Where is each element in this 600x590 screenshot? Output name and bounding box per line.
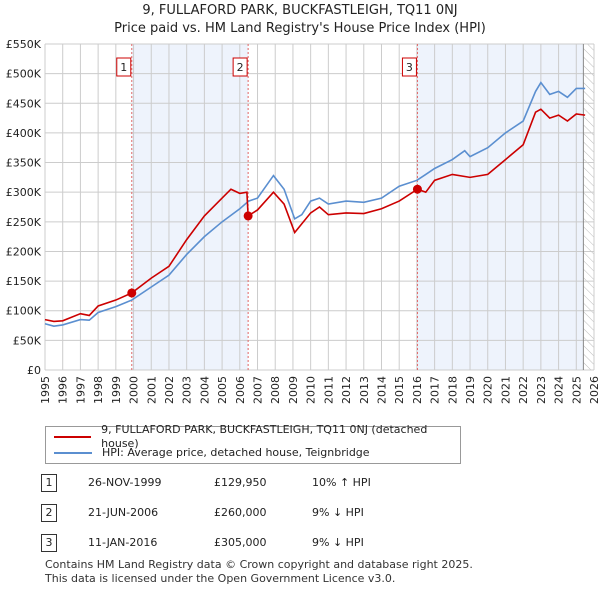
y-tick-label: £300K [6, 186, 42, 199]
x-tick-label: 2014 [375, 376, 388, 404]
sale-date: 21-JUN-2006 [88, 506, 159, 519]
sale-hpi-diff: 10% ↑ HPI [312, 476, 371, 489]
legend-label: HPI: Average price, detached house, Teig… [102, 446, 370, 459]
x-tick-label: 1997 [74, 376, 87, 404]
series-line [44, 81, 586, 327]
y-tick-label: £250K [6, 216, 42, 229]
forecast-hatch [583, 44, 594, 370]
sale-price: £260,000 [214, 506, 267, 519]
x-tick-label: 2016 [411, 376, 424, 404]
y-tick-label: £450K [6, 97, 42, 110]
x-tick-label: 2002 [163, 376, 176, 404]
sale-marker-box [232, 57, 248, 77]
x-tick-label: 2017 [429, 376, 442, 404]
sale-marker-number: 2 [41, 504, 57, 522]
x-tick-label: 1996 [57, 376, 70, 404]
shaded-period [131, 44, 249, 370]
x-tick-label: 2003 [181, 376, 194, 404]
y-tick-label: £150K [6, 275, 42, 288]
x-tick-label: 1995 [39, 376, 52, 404]
x-tick-label: 2018 [446, 376, 459, 404]
price-chart: 1995 1996 1997 1998 1999 2000 2001 2002 2003 2004… [6, 38, 600, 404]
x-tick-label: 1999 [110, 376, 123, 404]
x-tick-label: 2010 [305, 376, 318, 404]
x-tick-label: 2011 [322, 376, 335, 404]
y-tick-label: £550K [6, 38, 42, 51]
legend: 9, FULLAFORD PARK, BUCKFASTLEIGH, TQ11 0… [45, 423, 461, 464]
legend-item-property: 9, FULLAFORD PARK, BUCKFASTLEIGH, TQ11 0… [54, 423, 460, 450]
x-tick-label: 2026 [588, 376, 600, 404]
x-tick-label: 2021 [499, 376, 512, 404]
y-tick-label: £100K [6, 305, 42, 318]
y-tick-label: £200K [6, 245, 42, 258]
sale-marker-label: 1 [120, 61, 127, 74]
footer-line: This data is licensed under the Open Gov… [45, 572, 396, 585]
x-tick-label: 1998 [92, 376, 105, 404]
x-tick-label: 2012 [340, 376, 353, 404]
x-tick-label: 2000 [128, 376, 141, 404]
y-tick-label: £400K [6, 127, 42, 140]
x-tick-label: 2007 [252, 376, 265, 404]
legend-swatch [54, 436, 92, 438]
x-tick-label: 2001 [145, 376, 158, 404]
x-tick-label: 2024 [553, 376, 566, 404]
sale-point [243, 211, 253, 221]
x-tick-label: 2023 [535, 376, 548, 404]
sale-hpi-diff: 9% ↓ HPI [312, 506, 364, 519]
chart-title: 9, FULLAFORD PARK, BUCKFASTLEIGH, TQ11 0… [142, 3, 458, 18]
sale-marker-label: 2 [237, 61, 244, 74]
x-tick-label: 2006 [234, 376, 247, 404]
x-tick-label: 2005 [216, 376, 229, 404]
y-tick-label: £50K [13, 334, 42, 347]
x-tick-label: 2015 [393, 376, 406, 404]
sale-marker-label: 3 [406, 61, 413, 74]
sale-price: £129,950 [214, 476, 267, 489]
sale-hpi-diff: 9% ↓ HPI [312, 536, 364, 549]
legend-swatch [54, 452, 92, 454]
x-tick-label: 2025 [570, 376, 583, 404]
footer-line: Contains HM Land Registry data © Crown c… [45, 558, 473, 571]
x-tick-label: 2008 [269, 376, 282, 404]
sale-date: 11-JAN-2016 [88, 536, 158, 549]
legend-label: 9, FULLAFORD PARK, BUCKFASTLEIGH, TQ11 0… [101, 423, 428, 450]
sale-point [412, 184, 422, 194]
table-row: 2 21-JUN-2006 £260,000 9% ↓ HPI [0, 504, 600, 524]
sale-marker-number: 3 [41, 534, 57, 552]
x-tick-label: 2004 [198, 376, 211, 404]
sale-marker-box [401, 57, 417, 77]
sale-marker-number: 1 [41, 474, 57, 492]
sale-date: 26-NOV-1999 [88, 476, 162, 489]
x-tick-label: 2020 [482, 376, 495, 404]
x-tick-label: 2022 [517, 376, 530, 404]
x-tick-label: 2013 [358, 376, 371, 404]
x-tick-label: 2009 [287, 376, 300, 404]
chart-subtitle: Price paid vs. HM Land Registry's House … [114, 21, 486, 36]
sale-price: £305,000 [214, 536, 267, 549]
sale-point [127, 288, 137, 298]
y-tick-label: £350K [6, 157, 42, 170]
x-tick-label: 2019 [464, 376, 477, 404]
sale-marker-box [116, 57, 132, 77]
table-row: 1 26-NOV-1999 £129,950 10% ↑ HPI [0, 474, 600, 494]
legend-item-hpi: HPI: Average price, detached house, Teig… [54, 446, 370, 460]
y-tick-label: £0 [27, 364, 41, 377]
y-tick-label: £500K [6, 68, 42, 81]
shaded-period [417, 44, 584, 370]
table-row: 3 11-JAN-2016 £305,000 9% ↓ HPI [0, 534, 600, 554]
